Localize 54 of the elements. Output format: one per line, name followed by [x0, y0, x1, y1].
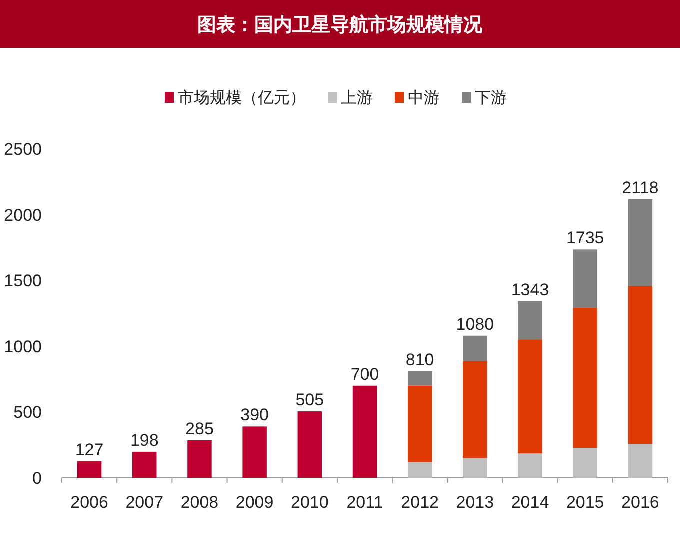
bar [77, 461, 102, 478]
x-tick-label: 2009 [236, 493, 274, 512]
total-label: 390 [240, 406, 270, 425]
bar [408, 371, 432, 386]
x-tick-label: 2007 [126, 493, 164, 512]
total-label: 505 [296, 390, 324, 410]
bar [573, 250, 598, 308]
bar [628, 444, 653, 478]
bar [298, 412, 322, 478]
y-tick-label: 2000 [4, 206, 42, 225]
bar [518, 454, 542, 478]
x-tick-label: 2015 [566, 493, 604, 512]
total-label: 700 [350, 364, 380, 384]
total-label: 810 [406, 350, 434, 370]
x-tick-label: 2013 [456, 493, 494, 512]
x-tick-label: 2012 [401, 493, 440, 512]
y-tick-label: 1000 [4, 337, 42, 356]
bar [352, 386, 378, 478]
bar [573, 308, 598, 448]
legend-label: 市场规模（亿元） [178, 89, 306, 107]
total-label: 1343 [511, 280, 550, 300]
bar [463, 361, 488, 458]
x-tick-label: 2008 [180, 493, 219, 512]
bar [628, 199, 653, 286]
chart-title: 图表：国内卫星导航市场规模情况 [198, 14, 484, 36]
bar [242, 426, 267, 478]
legend-label: 中游 [408, 89, 440, 107]
bar [463, 336, 488, 362]
y-tick-label: 0 [32, 469, 42, 488]
total-label: 285 [186, 419, 214, 438]
bar [573, 448, 598, 478]
y-tick-label: 500 [14, 403, 42, 422]
bar [188, 440, 212, 478]
bar [132, 452, 157, 478]
total-label: 127 [75, 440, 104, 460]
x-tick-label: 2014 [511, 493, 550, 512]
bar [518, 340, 542, 454]
bar [628, 286, 653, 444]
bar [408, 462, 432, 478]
bar [408, 386, 432, 462]
x-tick-label: 2011 [346, 493, 384, 512]
y-tick-label: 1500 [4, 272, 42, 291]
x-tick-label: 2016 [622, 493, 660, 512]
total-label: 2118 [622, 178, 659, 198]
total-label: 1080 [456, 314, 494, 334]
total-label: 198 [130, 430, 159, 450]
total-label: 1735 [566, 228, 604, 248]
legend-label: 上游 [341, 89, 373, 107]
x-tick-label: 2010 [290, 493, 329, 512]
legend-label: 下游 [475, 90, 507, 107]
x-tick-label: 2006 [70, 493, 108, 512]
y-tick-label: 2500 [4, 140, 42, 159]
bar [518, 301, 542, 340]
bar [463, 458, 488, 478]
